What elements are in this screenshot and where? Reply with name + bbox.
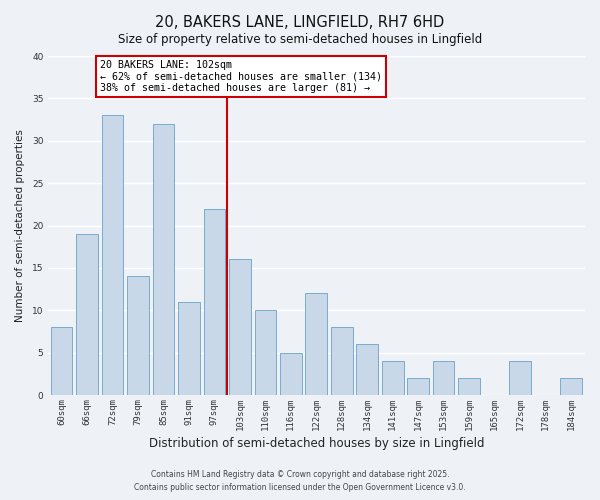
- Bar: [280, 352, 302, 395]
- Bar: [356, 344, 378, 395]
- Bar: [560, 378, 582, 395]
- Bar: [407, 378, 429, 395]
- Bar: [509, 361, 531, 395]
- Text: Size of property relative to semi-detached houses in Lingfield: Size of property relative to semi-detach…: [118, 32, 482, 46]
- Text: Contains HM Land Registry data © Crown copyright and database right 2025.
Contai: Contains HM Land Registry data © Crown c…: [134, 470, 466, 492]
- Bar: [152, 124, 175, 395]
- Bar: [203, 208, 225, 395]
- Bar: [254, 310, 276, 395]
- X-axis label: Distribution of semi-detached houses by size in Lingfield: Distribution of semi-detached houses by …: [149, 437, 484, 450]
- Bar: [51, 327, 73, 395]
- Bar: [382, 361, 404, 395]
- Bar: [331, 327, 353, 395]
- Bar: [433, 361, 454, 395]
- Bar: [76, 234, 98, 395]
- Bar: [102, 116, 124, 395]
- Bar: [305, 294, 327, 395]
- Bar: [458, 378, 480, 395]
- Text: 20, BAKERS LANE, LINGFIELD, RH7 6HD: 20, BAKERS LANE, LINGFIELD, RH7 6HD: [155, 15, 445, 30]
- Text: 20 BAKERS LANE: 102sqm
← 62% of semi-detached houses are smaller (134)
38% of se: 20 BAKERS LANE: 102sqm ← 62% of semi-det…: [100, 60, 382, 94]
- Y-axis label: Number of semi-detached properties: Number of semi-detached properties: [15, 129, 25, 322]
- Bar: [229, 260, 251, 395]
- Bar: [127, 276, 149, 395]
- Bar: [178, 302, 200, 395]
